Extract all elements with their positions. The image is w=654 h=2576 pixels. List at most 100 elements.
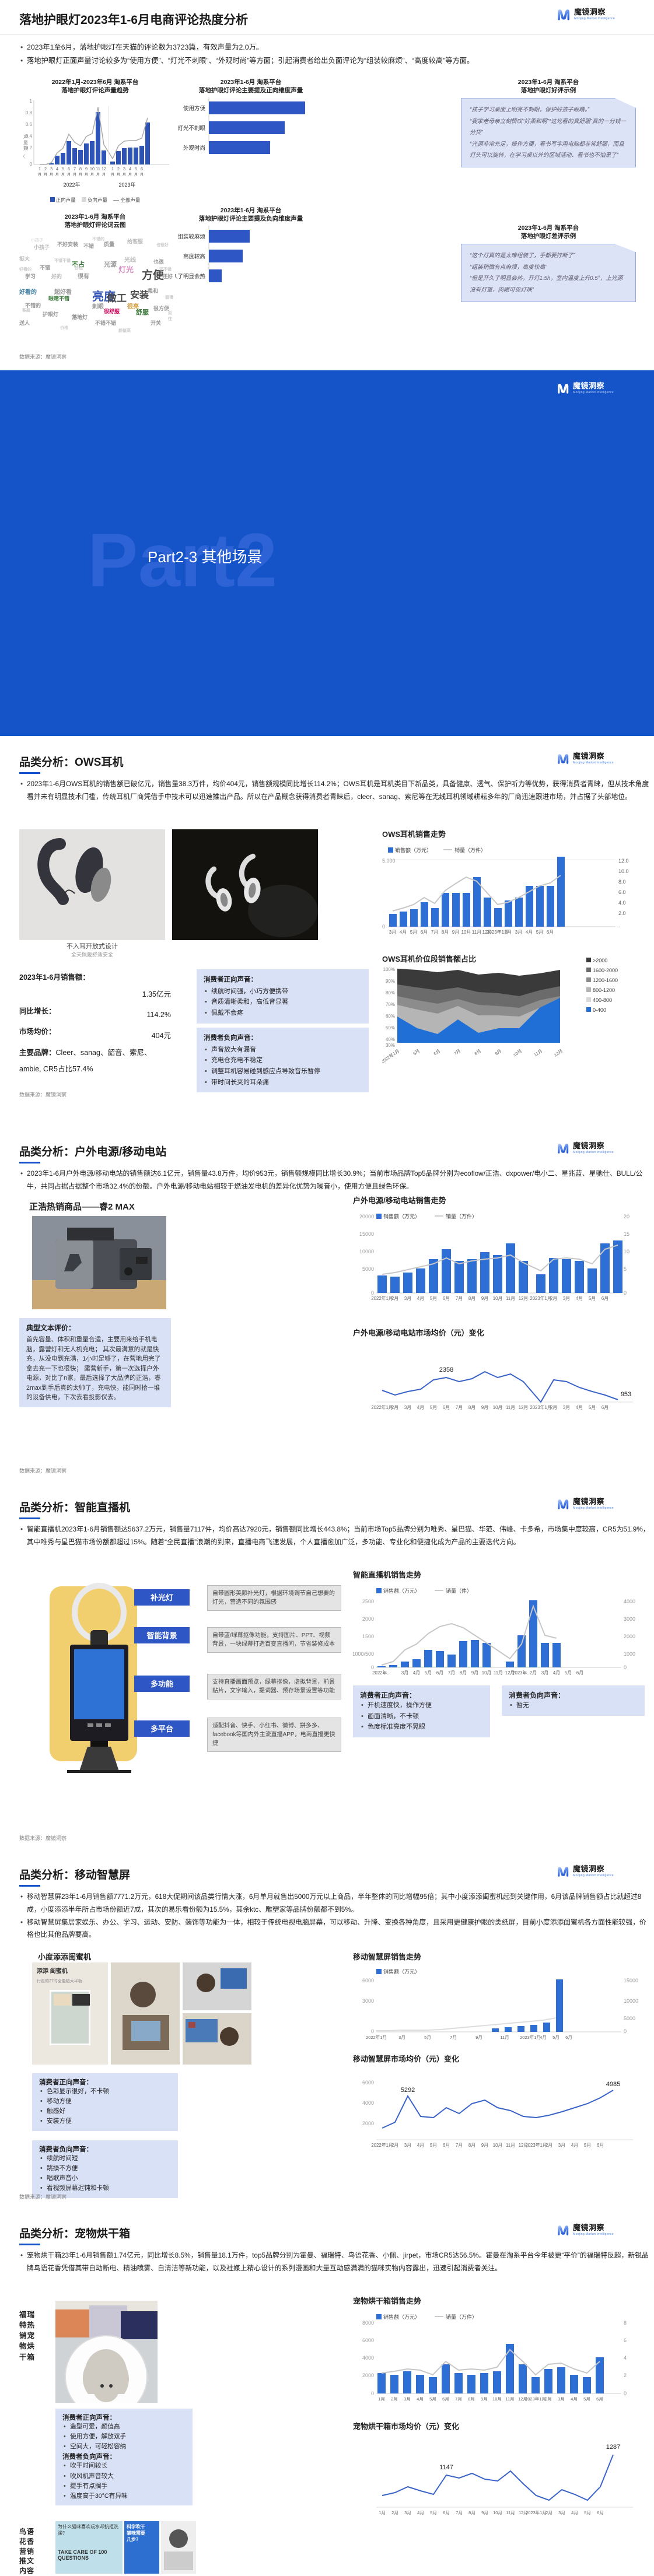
svg-text:5月: 5月 xyxy=(430,1296,437,1301)
svg-text:10月: 10月 xyxy=(461,930,471,935)
svg-text:月: 月 xyxy=(50,172,53,177)
svg-text:5月: 5月 xyxy=(424,2035,431,2040)
svg-text:销售额（万元）: 销售额（万元） xyxy=(383,1587,420,1594)
svg-text:2000: 2000 xyxy=(362,2121,374,2126)
svg-text:11: 11 xyxy=(96,166,100,171)
svg-text:0: 0 xyxy=(382,924,385,930)
svg-text:15000: 15000 xyxy=(359,1231,374,1237)
svg-text:2023年1月: 2023年1月 xyxy=(520,2034,541,2040)
svg-text:4000: 4000 xyxy=(624,1599,635,1604)
svg-text:8000: 8000 xyxy=(362,2320,374,2326)
svg-text:0.6: 0.6 xyxy=(26,122,33,127)
svg-text:月: 月 xyxy=(96,172,100,177)
svg-text:4月: 4月 xyxy=(417,2143,424,2148)
svg-text:2.0: 2.0 xyxy=(618,910,626,916)
svg-text:1: 1 xyxy=(30,99,33,104)
svg-text:5月: 5月 xyxy=(410,930,417,935)
svg-text:10月: 10月 xyxy=(493,1405,502,1410)
svg-text:3000: 3000 xyxy=(624,1616,635,1622)
svg-text:10月: 10月 xyxy=(493,2510,502,2515)
svg-text:9: 9 xyxy=(85,166,88,171)
svg-text:3月: 3月 xyxy=(404,2396,411,2402)
svg-text:1000/500: 1000/500 xyxy=(353,1651,374,1657)
svg-text:2022年1月: 2022年1月 xyxy=(371,1295,393,1301)
svg-text:10000: 10000 xyxy=(624,1998,638,2004)
svg-text:6: 6 xyxy=(624,2337,627,2343)
svg-text:5292: 5292 xyxy=(401,2087,415,2094)
svg-text:2023年...: 2023年... xyxy=(512,1670,531,1676)
svg-text:月: 月 xyxy=(90,172,94,177)
svg-text:0: 0 xyxy=(624,1290,627,1296)
svg-text:月: 月 xyxy=(44,172,47,177)
svg-text:5000: 5000 xyxy=(362,1266,374,1272)
svg-text:8月: 8月 xyxy=(460,1670,467,1676)
svg-text:4月: 4月 xyxy=(417,1296,424,1301)
svg-text:9月: 9月 xyxy=(494,1048,502,1056)
svg-text:5月: 5月 xyxy=(430,2143,437,2148)
svg-text:声: 声 xyxy=(23,134,28,139)
svg-text:2: 2 xyxy=(44,166,47,171)
svg-text:销量（万件）: 销量（万件） xyxy=(446,1213,477,1219)
svg-text:2月: 2月 xyxy=(391,1405,398,1410)
svg-text:6月: 6月 xyxy=(565,2035,572,2040)
svg-text:使用方便: 使用方便 xyxy=(183,105,206,112)
svg-text:9月: 9月 xyxy=(481,2143,488,2148)
svg-text:6月: 6月 xyxy=(443,1405,450,1410)
svg-text:0: 0 xyxy=(371,1664,374,1670)
svg-text:2022年1月: 2022年1月 xyxy=(382,1047,400,1063)
svg-text:7月: 7月 xyxy=(431,930,438,935)
svg-text:8.0: 8.0 xyxy=(618,879,626,885)
svg-text:月: 月 xyxy=(79,172,82,177)
svg-text:5月: 5月 xyxy=(583,2396,590,2402)
svg-text:3月: 3月 xyxy=(541,1670,548,1676)
svg-text:5月: 5月 xyxy=(429,2396,436,2402)
svg-text:4: 4 xyxy=(624,2355,627,2361)
svg-text:2月: 2月 xyxy=(545,2143,552,2148)
svg-text:2: 2 xyxy=(117,166,120,171)
svg-text:4月: 4月 xyxy=(576,1405,583,1410)
svg-text:1147: 1147 xyxy=(439,2464,453,2471)
svg-text:月: 月 xyxy=(123,172,126,177)
svg-text:0: 0 xyxy=(371,2028,374,2034)
svg-text:40%: 40% xyxy=(386,1037,395,1042)
svg-text:1月: 1月 xyxy=(378,2396,385,2402)
svg-text:6月: 6月 xyxy=(443,1296,450,1301)
svg-text:2500: 2500 xyxy=(362,1599,374,1604)
svg-text:2023年1月: 2023年1月 xyxy=(525,2396,546,2402)
svg-text:10月: 10月 xyxy=(493,1296,502,1301)
svg-text:3月: 3月 xyxy=(558,2510,565,2515)
svg-text:2023年1月: 2023年1月 xyxy=(525,2142,547,2148)
svg-text:12月: 12月 xyxy=(519,1296,528,1301)
svg-text:9月: 9月 xyxy=(481,1405,488,1410)
svg-text:(: ( xyxy=(23,155,25,159)
svg-text:6月: 6月 xyxy=(601,1405,608,1410)
svg-text:6月: 6月 xyxy=(576,1670,583,1676)
svg-text:月: 月 xyxy=(38,172,41,177)
svg-text:20000: 20000 xyxy=(359,1214,374,1219)
svg-text:11月: 11月 xyxy=(506,2143,515,2148)
svg-text:4: 4 xyxy=(56,166,58,171)
svg-text:7月: 7月 xyxy=(456,2143,463,2148)
svg-text:3月: 3月 xyxy=(404,2510,411,2515)
svg-text:1月: 1月 xyxy=(379,2510,386,2515)
svg-text:5月: 5月 xyxy=(425,1670,432,1676)
svg-text:2月: 2月 xyxy=(391,2143,398,2148)
svg-text:9月: 9月 xyxy=(475,2035,482,2040)
svg-text:7月: 7月 xyxy=(455,2396,462,2402)
svg-text:9月: 9月 xyxy=(471,1670,478,1676)
svg-text:10月: 10月 xyxy=(492,2396,502,2402)
svg-text:953: 953 xyxy=(621,1391,631,1398)
svg-text:4000: 4000 xyxy=(362,2355,374,2361)
svg-text:2月: 2月 xyxy=(530,1670,537,1676)
svg-text:5月: 5月 xyxy=(430,2510,437,2515)
svg-text:8月: 8月 xyxy=(468,2510,475,2515)
svg-text:8月: 8月 xyxy=(473,1048,482,1056)
svg-text:11月: 11月 xyxy=(533,1048,543,1057)
svg-text:5000: 5000 xyxy=(624,2016,635,2021)
svg-text:7月: 7月 xyxy=(456,1296,463,1301)
svg-text:5月: 5月 xyxy=(589,1296,596,1301)
svg-text:4月: 4月 xyxy=(571,2396,578,2402)
svg-text:6000: 6000 xyxy=(362,1978,374,1983)
svg-text:6000: 6000 xyxy=(362,2337,374,2343)
svg-text:11月: 11月 xyxy=(506,1296,515,1301)
